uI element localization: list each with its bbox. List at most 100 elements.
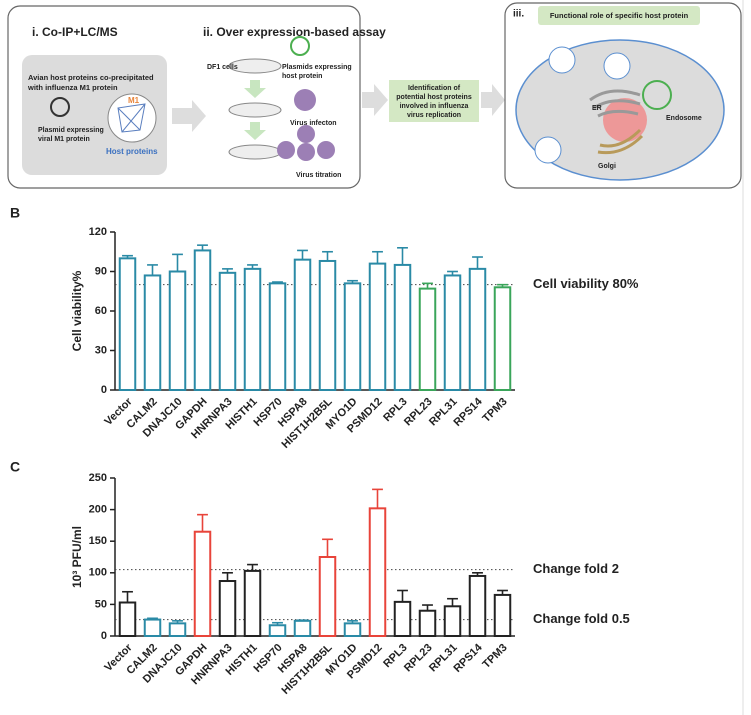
bar <box>368 262 387 392</box>
arrow <box>481 84 505 116</box>
bar <box>343 282 362 392</box>
bar <box>243 267 262 391</box>
text: M1 <box>128 96 140 105</box>
heading-box <box>538 6 700 25</box>
text: Identification of <box>408 85 461 92</box>
bar <box>268 282 287 392</box>
y-tick-label: 200 <box>89 504 107 516</box>
er <box>589 89 641 118</box>
result-box <box>389 80 479 122</box>
bar <box>418 609 437 637</box>
text: involved in influenza <box>400 103 469 110</box>
dish <box>228 102 282 118</box>
x-tick-label: TPM3 <box>480 396 509 425</box>
reference-label: Cell viability 80% <box>533 276 639 291</box>
bar <box>443 274 462 392</box>
bar <box>143 618 162 637</box>
nucleus <box>603 98 647 142</box>
dish <box>228 144 282 160</box>
arrow <box>244 80 266 98</box>
network-edges <box>117 103 146 133</box>
title: i. Co-IP+LC/MS <box>32 25 118 39</box>
bar <box>243 569 262 637</box>
panel-letter: C <box>10 459 20 475</box>
text: Avian host proteins co-precipitated <box>28 73 154 82</box>
text: with influenza M1 protein <box>27 83 118 92</box>
bar <box>143 274 162 392</box>
title: iii. <box>513 9 524 20</box>
bar <box>368 507 387 637</box>
bar <box>218 271 237 392</box>
bar <box>468 267 487 391</box>
virus <box>297 143 315 161</box>
bar <box>443 605 462 638</box>
bar <box>168 622 187 637</box>
text: ER <box>592 105 602 112</box>
x-tick-label: RPS14 <box>452 641 486 675</box>
virus <box>294 89 316 111</box>
x-tick-label: RPS14 <box>452 395 486 429</box>
text: viral M1 protein <box>38 136 90 143</box>
y-tick-label: 60 <box>95 305 107 317</box>
y-tick-label: 90 <box>95 265 107 277</box>
bar <box>193 530 212 637</box>
golgi-shape <box>597 128 644 155</box>
bar <box>493 593 512 637</box>
text: Endosome <box>666 115 702 122</box>
bar <box>218 580 237 637</box>
text: Host proteins <box>106 147 158 156</box>
panel-letter: B <box>10 205 20 221</box>
text: potential host proteins <box>396 94 472 101</box>
arrow <box>172 100 206 132</box>
text: Virus titration <box>296 172 341 179</box>
bar <box>393 263 412 391</box>
inner-box <box>22 55 167 175</box>
bar <box>318 556 337 637</box>
endosome-shape <box>642 80 672 110</box>
reference-label: Change fold 0.5 <box>533 611 630 626</box>
arrow <box>362 84 388 116</box>
y-axis-label: Cell viability% <box>70 270 84 351</box>
bar <box>193 249 212 391</box>
bar <box>118 601 137 638</box>
y-tick-label: 250 <box>89 472 107 484</box>
vesicle <box>603 52 631 80</box>
y-tick-label: 30 <box>95 344 107 356</box>
bar <box>268 624 287 637</box>
text: Plasmids expressing <box>282 64 352 71</box>
y-tick-label: 50 <box>95 598 107 610</box>
plasmid <box>290 36 310 56</box>
y-tick-label: 0 <box>101 630 107 642</box>
bar <box>318 259 337 392</box>
bar <box>168 270 187 391</box>
text: Virus infecton <box>290 120 337 127</box>
arrow <box>244 122 266 140</box>
bar <box>393 600 412 638</box>
text: virus replication <box>407 112 461 119</box>
bar <box>293 258 312 391</box>
bar <box>418 287 437 391</box>
text: Functional role of specific host protein <box>550 11 689 20</box>
title: ii. Over expression-based assay <box>203 25 386 39</box>
text: Golgi <box>598 163 616 170</box>
y-tick-label: 120 <box>89 226 107 238</box>
text: Plasmid expressing <box>38 127 104 134</box>
dish <box>228 58 282 74</box>
bar <box>343 622 362 637</box>
vesicle <box>548 46 576 74</box>
y-tick-label: 100 <box>89 567 107 579</box>
x-tick-label: TPM3 <box>480 642 509 671</box>
vesicle <box>534 136 562 164</box>
text: DF1 cells <box>207 64 238 71</box>
y-tick-label: 150 <box>89 535 107 547</box>
y-axis-label: 10³ PFU/ml <box>70 526 84 588</box>
bar <box>493 286 512 391</box>
text: host protein <box>282 73 322 80</box>
plasmid <box>50 97 70 117</box>
virus <box>277 141 295 159</box>
bar <box>118 257 137 392</box>
bar <box>468 574 487 638</box>
bar <box>293 619 312 637</box>
virus <box>297 125 315 143</box>
